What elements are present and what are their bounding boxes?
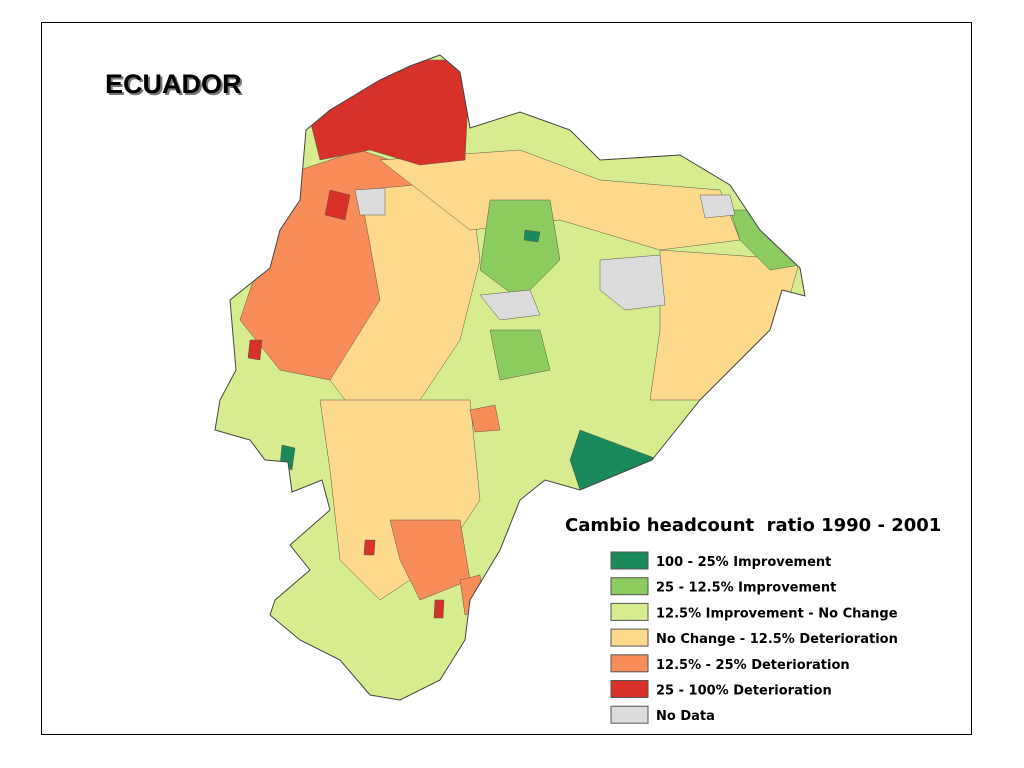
legend-swatch xyxy=(610,628,649,647)
legend-swatch xyxy=(610,705,649,724)
title-shadow: ECUADOR xyxy=(107,71,244,101)
region xyxy=(433,599,445,619)
legend-label: No Change - 12.5% Deterioration xyxy=(656,632,898,647)
legend-label: 12.5% - 25% Deterioration xyxy=(656,658,850,673)
legend-swatch xyxy=(610,577,649,596)
region xyxy=(699,194,736,219)
region xyxy=(469,404,501,433)
legend-swatch xyxy=(610,680,649,698)
region xyxy=(599,254,666,311)
legend-label: No Data xyxy=(656,709,715,724)
region xyxy=(324,189,351,221)
legend-label: 100 - 25% Improvement xyxy=(656,555,831,570)
legend-label: 25 - 12.5% Improvement xyxy=(656,581,836,596)
legend-swatch xyxy=(610,551,649,570)
region xyxy=(389,519,471,601)
region xyxy=(479,289,541,321)
region xyxy=(523,229,541,243)
map-title: ECUADOR xyxy=(105,69,242,99)
region xyxy=(489,329,551,381)
legend-swatch xyxy=(610,602,649,621)
region xyxy=(363,539,376,556)
legend-title: Cambio headcount ratio 1990 - 2001 xyxy=(565,515,941,536)
region xyxy=(247,339,263,361)
region xyxy=(354,187,386,216)
legend-swatch xyxy=(610,654,649,673)
legend-label: 25 - 100% Deterioration xyxy=(656,684,832,699)
region xyxy=(479,199,561,301)
legend-label: 12.5% Improvement - No Change xyxy=(656,606,898,621)
legend: 100 - 25% Improvement 25 - 12.5% Improvem… xyxy=(610,551,898,724)
